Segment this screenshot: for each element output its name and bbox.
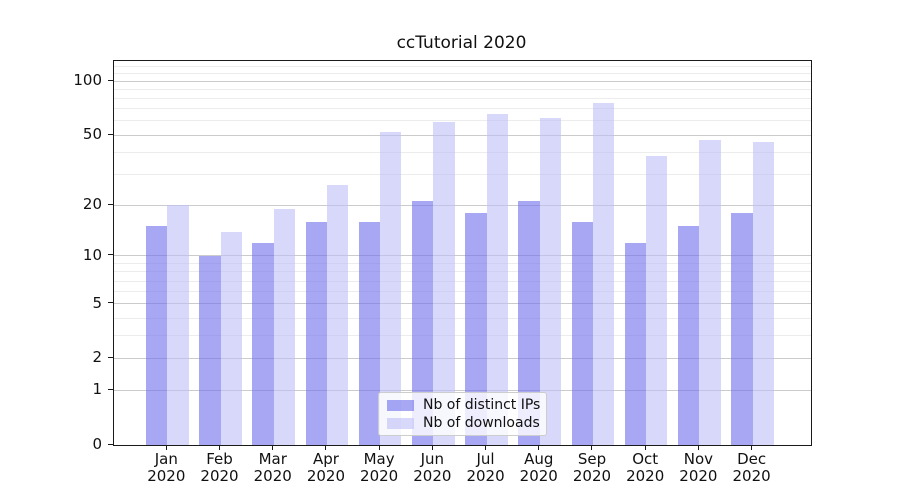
bar-distinct-ips-oct bbox=[624, 242, 647, 445]
gridline-minor bbox=[114, 317, 811, 319]
plot-area bbox=[113, 60, 812, 446]
x-axis-tick bbox=[219, 445, 220, 450]
legend-swatch-downloads bbox=[387, 417, 414, 429]
gridline-minor bbox=[114, 73, 811, 75]
x-axis-tick bbox=[591, 445, 593, 450]
x-axis-tick bbox=[165, 445, 167, 450]
y-axis-tick bbox=[108, 388, 113, 390]
bar-downloads-feb bbox=[220, 231, 242, 445]
gridline-minor bbox=[114, 271, 811, 273]
x-axis-month-label: Jul 2020 bbox=[466, 450, 505, 485]
legend-swatch-distinct-ips bbox=[387, 399, 414, 411]
y-axis-tick bbox=[108, 356, 113, 358]
gridline-minor bbox=[114, 263, 811, 264]
gridline-minor bbox=[114, 88, 811, 90]
x-axis-tick bbox=[485, 445, 487, 450]
bar-downloads-jul bbox=[486, 113, 508, 445]
legend-label-distinct-ips: Nb of distinct IPs bbox=[423, 397, 541, 413]
x-axis-month-label: Sep 2020 bbox=[572, 450, 612, 485]
bar-downloads-may bbox=[380, 132, 402, 445]
gridline-minor bbox=[114, 66, 811, 68]
x-axis-month-label: Oct 2020 bbox=[626, 450, 665, 485]
bar-downloads-oct bbox=[646, 156, 668, 445]
bar-distinct-ips-jul bbox=[465, 212, 487, 445]
x-axis-month-label: Mar 2020 bbox=[253, 450, 292, 485]
y-axis-tick-label: 50 bbox=[82, 125, 102, 144]
legend: Nb of distinct IPs Nb of downloads bbox=[378, 392, 547, 436]
bar-distinct-ips-sep bbox=[571, 221, 593, 445]
legend-label-downloads: Nb of downloads bbox=[423, 415, 540, 431]
y-axis-tick-label: 10 bbox=[82, 245, 102, 264]
x-axis-month-label: Jun 2020 bbox=[413, 450, 452, 485]
bar-distinct-ips-feb bbox=[199, 255, 221, 445]
bar-distinct-ips-apr bbox=[305, 221, 327, 445]
gridline-major bbox=[114, 389, 811, 391]
legend-item-downloads: Nb of downloads bbox=[387, 415, 540, 431]
gridline-minor bbox=[114, 98, 811, 100]
x-axis-tick bbox=[697, 445, 699, 450]
chart-title: ccTutorial 2020 bbox=[396, 33, 527, 53]
gridline-minor bbox=[114, 173, 811, 175]
y-axis-tick-label: 2 bbox=[92, 348, 102, 367]
bar-downloads-aug bbox=[539, 118, 562, 445]
bar-downloads-sep bbox=[592, 102, 615, 445]
bar-distinct-ips-jan bbox=[146, 226, 168, 445]
gridline-minor bbox=[114, 108, 811, 110]
y-axis-tick bbox=[108, 302, 113, 304]
gridline-minor bbox=[114, 335, 811, 337]
x-axis-tick bbox=[644, 445, 646, 450]
gridline-major bbox=[114, 255, 811, 257]
gridline-minor bbox=[114, 151, 811, 153]
y-axis-tick-label: 20 bbox=[82, 195, 102, 214]
x-axis-tick bbox=[272, 445, 274, 450]
x-axis-month-label: Dec 2020 bbox=[732, 450, 771, 485]
bar-distinct-ips-nov bbox=[678, 226, 700, 445]
y-axis-tick bbox=[108, 443, 113, 445]
y-axis-tick-label: 5 bbox=[92, 293, 102, 312]
x-axis-month-label: Apr 2020 bbox=[306, 450, 346, 485]
x-axis-tick bbox=[378, 445, 380, 450]
gridline-minor bbox=[114, 280, 811, 282]
y-axis-tick bbox=[108, 133, 113, 135]
bar-downloads-mar bbox=[273, 208, 296, 445]
x-axis-tick bbox=[431, 445, 433, 450]
x-axis-tick bbox=[751, 445, 753, 450]
gridline-major bbox=[114, 357, 811, 359]
x-axis-month-label: Aug 2020 bbox=[519, 450, 558, 485]
bar-distinct-ips-mar bbox=[252, 242, 274, 445]
y-axis-tick bbox=[108, 203, 113, 205]
x-axis-month-label: Nov 2020 bbox=[679, 450, 718, 485]
y-axis-tick-label: 100 bbox=[73, 71, 102, 90]
gridline-minor bbox=[114, 120, 811, 122]
x-axis-tick bbox=[325, 445, 327, 450]
x-axis-month-label: May 2020 bbox=[360, 450, 399, 485]
bar-downloads-jun bbox=[433, 122, 455, 445]
bar-downloads-apr bbox=[326, 185, 349, 445]
x-axis-tick bbox=[538, 445, 540, 450]
gridline-major bbox=[114, 80, 811, 82]
gridline-minor bbox=[114, 291, 811, 293]
y-axis-tick-label: 0 bbox=[92, 435, 102, 453]
gridline-major bbox=[114, 204, 811, 206]
bar-downloads-jan bbox=[167, 205, 189, 445]
bar-distinct-ips-dec bbox=[731, 212, 753, 445]
bar-downloads-dec bbox=[752, 141, 774, 445]
x-axis-month-label: Jan 2020 bbox=[147, 450, 186, 485]
x-axis-month-label: Feb 2020 bbox=[200, 450, 239, 485]
gridline-major bbox=[114, 303, 811, 305]
bar-downloads-nov bbox=[699, 139, 721, 445]
gridline-major bbox=[114, 134, 811, 136]
y-axis-tick-label: 1 bbox=[92, 380, 102, 399]
bar-distinct-ips-may bbox=[358, 221, 381, 445]
bar-distinct-ips-jun bbox=[412, 201, 434, 445]
bar-distinct-ips-aug bbox=[518, 201, 540, 445]
y-axis-tick bbox=[108, 79, 113, 81]
y-axis-tick bbox=[108, 254, 113, 256]
legend-item-distinct-ips: Nb of distinct IPs bbox=[387, 397, 541, 413]
